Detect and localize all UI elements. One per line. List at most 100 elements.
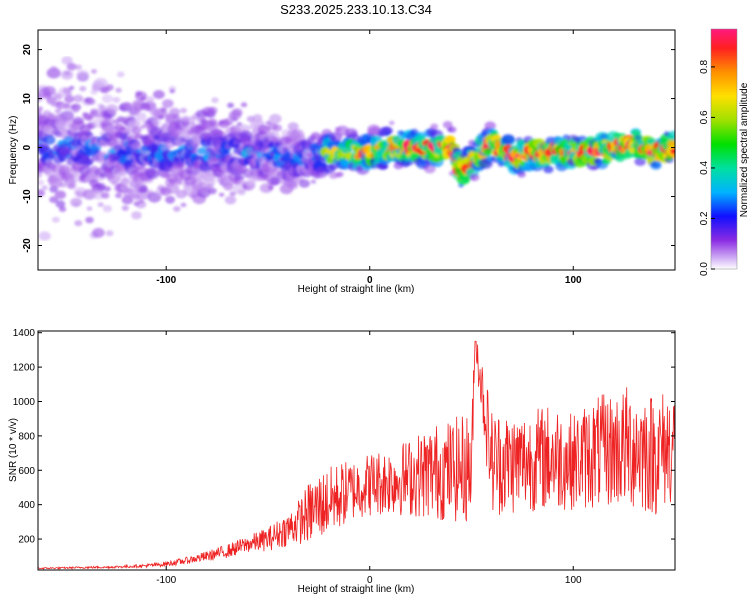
snr-y-label: SNR (10 * v/v) xyxy=(8,418,19,482)
heatmap-cell xyxy=(64,95,75,103)
heatmap-cell xyxy=(162,99,174,108)
heatmap-cell xyxy=(145,96,155,104)
heatmap-cell xyxy=(224,195,237,205)
heatmap-cell xyxy=(267,185,274,190)
colorbar-tick-label: 0.4 xyxy=(699,161,710,175)
heatmap-cell xyxy=(104,118,115,127)
heatmap-cell xyxy=(483,148,493,156)
heatmap-cell xyxy=(133,121,140,127)
heatmap-cell xyxy=(165,195,176,204)
heatmap-cell xyxy=(165,161,175,168)
colorbar-gradient xyxy=(711,29,737,269)
heatmap-cell xyxy=(54,108,62,114)
heatmap-cell xyxy=(180,107,187,114)
heatmap-cell xyxy=(667,130,675,141)
heatmap-cell xyxy=(381,126,393,136)
heatmap-cell xyxy=(204,174,216,183)
heatmap-cell xyxy=(442,121,453,129)
heatmap-cell xyxy=(237,189,246,196)
heatmap-cell xyxy=(388,120,395,126)
heatmap-cell xyxy=(101,94,113,103)
spectrogram-y-tick-label: 10 xyxy=(22,93,33,105)
heatmap-cell xyxy=(131,141,142,150)
heatmap-cell xyxy=(86,206,93,211)
heatmap-cell xyxy=(353,141,359,147)
heatmap-cell xyxy=(118,170,128,178)
heatmap-cell xyxy=(319,173,326,179)
heatmap-cell xyxy=(68,85,75,90)
heatmap-cell xyxy=(46,96,57,105)
heatmap-cell xyxy=(72,116,84,126)
heatmap-cell xyxy=(127,187,137,195)
heatmap-cell xyxy=(175,179,183,185)
heatmap-cell xyxy=(177,162,186,169)
heatmap-cell xyxy=(82,189,97,200)
heatmap-cell xyxy=(160,107,167,113)
snr-frame xyxy=(37,330,676,571)
snr-y-tick-label: 1400 xyxy=(13,328,36,339)
heatmap-cell xyxy=(66,93,73,98)
heatmap-cell xyxy=(145,168,160,180)
heatmap-cell xyxy=(74,64,82,70)
spectrogram-x-label: Height of straight line (km) xyxy=(298,284,415,295)
heatmap-cell xyxy=(310,179,317,184)
colorbar-frame xyxy=(710,28,738,270)
heatmap-cell xyxy=(51,102,57,107)
heatmap-cell xyxy=(38,106,43,111)
heatmap-cell xyxy=(158,115,165,120)
spectrogram-x-tick-label: 100 xyxy=(565,275,582,286)
heatmap-cell xyxy=(233,175,241,181)
heatmap-cell xyxy=(444,135,456,144)
heatmap-cell xyxy=(272,124,283,132)
heatmap-cell xyxy=(91,69,97,74)
heatmap-cell xyxy=(38,179,45,186)
heatmap-cell xyxy=(382,164,388,170)
heatmap-cell xyxy=(516,156,522,161)
heatmap-cell xyxy=(85,216,94,224)
heatmap-cell xyxy=(169,107,181,117)
heatmap-cell xyxy=(52,216,60,223)
heatmap-cell xyxy=(60,164,70,172)
heatmap-cell xyxy=(240,102,248,108)
heatmap-cell xyxy=(115,87,122,93)
heatmap-cell xyxy=(38,109,42,116)
heatmap-cell xyxy=(501,134,515,145)
snr-x-ticks: -100 0 100 xyxy=(156,331,582,586)
heatmap-cell xyxy=(229,191,237,197)
heatmap-cell xyxy=(99,105,106,111)
spectrogram-y-tick-label: 20 xyxy=(22,44,33,56)
heatmap-cell xyxy=(298,179,310,188)
heatmap-cell xyxy=(117,71,125,78)
heatmap-cell xyxy=(50,66,58,72)
heatmap-cell xyxy=(173,206,181,212)
heatmap-cell xyxy=(207,106,218,115)
heatmap-cell xyxy=(153,90,165,99)
snr-y-tick-label: 200 xyxy=(18,535,35,546)
heatmap-cell xyxy=(59,206,67,212)
heatmap-cell xyxy=(95,182,106,191)
snr-x-tick-label: -100 xyxy=(156,575,176,586)
snr-y-tick-label: 400 xyxy=(18,500,35,511)
heatmap-cell xyxy=(270,177,281,186)
heatmap-cell xyxy=(288,181,299,190)
spectrogram-heatmap xyxy=(38,56,675,241)
heatmap-cell xyxy=(112,96,121,103)
heatmap-cell xyxy=(229,152,237,158)
snr-y-tick-label: 1200 xyxy=(13,363,36,374)
heatmap-cell xyxy=(272,168,279,173)
heatmap-cell xyxy=(181,115,191,123)
heatmap-cell xyxy=(70,197,83,207)
snr-x-tick-label: 100 xyxy=(565,575,582,586)
spectrogram-x-tick-label: -100 xyxy=(156,275,176,286)
heatmap-cell xyxy=(299,133,306,138)
heatmap-cell xyxy=(430,123,439,130)
heatmap-cell xyxy=(135,200,147,209)
heatmap-cell xyxy=(138,185,148,193)
snr-background xyxy=(38,331,675,570)
heatmap-cell xyxy=(140,96,147,101)
heatmap-cell xyxy=(61,56,73,65)
heatmap-cell xyxy=(42,135,56,145)
heatmap-cell xyxy=(62,87,72,95)
heatmap-cell xyxy=(87,98,96,105)
